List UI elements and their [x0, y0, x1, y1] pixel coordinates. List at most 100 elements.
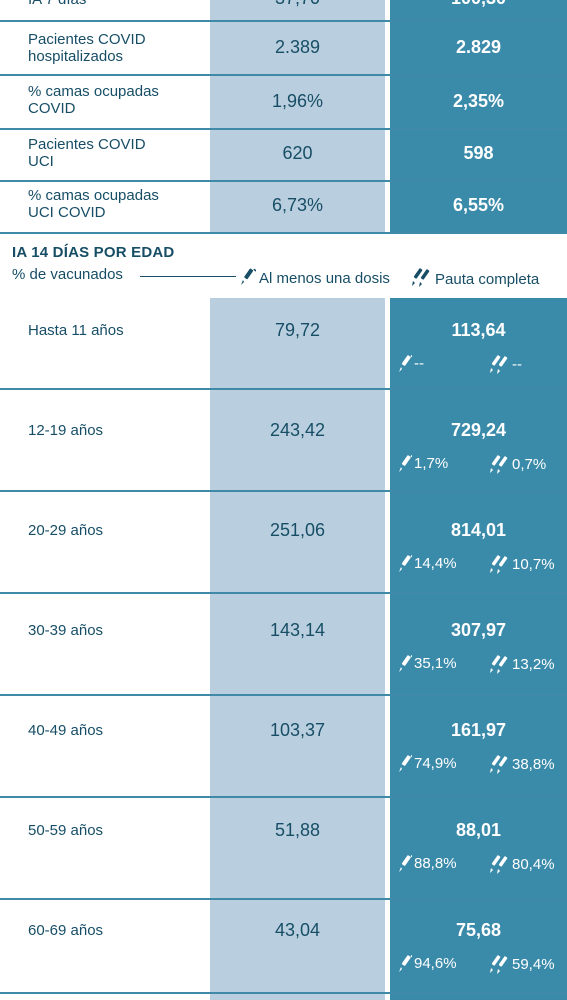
value-col1: 43,04	[274, 920, 321, 940]
table-row: 50-59 años 51,88 88,01 88,8% 80,4%	[0, 798, 567, 898]
value-col2: 2,35%	[452, 91, 505, 111]
full-dose-value: 13,2%	[490, 653, 555, 675]
syringe-icon	[399, 955, 412, 972]
row-label: Pacientes COVID UCI	[28, 136, 146, 170]
row-divider	[0, 180, 567, 182]
full-dose-text: 10,7%	[512, 555, 555, 573]
legend-one-dose: Al menos una dosis	[240, 266, 390, 290]
one-dose-label: Al menos una dosis	[259, 269, 390, 287]
row-divider	[0, 388, 567, 390]
row-divider	[0, 992, 567, 994]
full-dose-text: 38,8%	[512, 755, 555, 773]
value-col2: 814,01	[450, 520, 507, 540]
value-col1: 251,06	[269, 520, 326, 540]
row-divider	[0, 490, 567, 492]
row-divider	[0, 592, 567, 594]
table-row: IA 7 días 37,70 100,30	[0, 0, 567, 20]
vaccination-legend: % de vacunados Al menos una dosis Pauta …	[12, 266, 567, 288]
table-row: 12-19 años 243,42 729,24 1,7% 0,7%	[0, 390, 567, 490]
column-dark-top	[390, 0, 567, 232]
double-syringe-icon	[490, 955, 508, 974]
value-col2: 88,01	[455, 820, 502, 840]
value-col2: 2.829	[455, 37, 502, 57]
one-dose-text: 94,6%	[414, 954, 457, 972]
legend-divider-line	[140, 276, 236, 277]
table-row: 40-49 años 103,37 161,97 74,9% 38,8%	[0, 696, 567, 796]
one-dose-value: 94,6%	[398, 953, 457, 973]
row-label: IA 7 días	[28, 0, 86, 8]
age-label: 60-69 años	[28, 922, 104, 939]
syringe-icon	[399, 455, 412, 472]
one-dose-value: 14,4%	[398, 553, 457, 573]
syringe-icon	[399, 355, 412, 372]
table-row: 30-39 años 143,14 307,97 35,1% 13,2%	[0, 594, 567, 694]
full-dose-value: 38,8%	[490, 753, 555, 775]
full-dose-text: 80,4%	[512, 855, 555, 873]
table-row: % camas ocupadas COVID 1,96% 2,35%	[0, 76, 567, 128]
age-label: Hasta 11 años	[28, 322, 124, 339]
value-col2: 113,64	[451, 320, 506, 340]
table-row: % camas ocupadas UCI COVID 6,73% 6,55%	[0, 182, 567, 232]
row-label: % camas ocupadas UCI COVID	[28, 187, 159, 221]
row-divider	[0, 898, 567, 900]
value-col2: 75,68	[455, 920, 502, 940]
full-dose-value: --	[490, 353, 522, 375]
age-label: 12-19 años	[28, 422, 104, 439]
one-dose-value: 1,7%	[398, 453, 448, 473]
value-col2: 100,30	[390, 0, 567, 9]
double-syringe-icon	[412, 266, 432, 292]
double-syringe-icon	[490, 455, 508, 474]
column-light-age	[210, 298, 385, 1000]
row-divider	[0, 694, 567, 696]
one-dose-value: 88,8%	[398, 853, 457, 873]
column-light-top	[210, 0, 385, 232]
one-dose-value: 35,1%	[398, 653, 457, 673]
one-dose-value: 74,9%	[398, 753, 457, 773]
row-label: Pacientes COVID hospitalizados	[28, 31, 146, 65]
row-divider	[0, 796, 567, 798]
table-row: Pacientes COVID UCI 620 598	[0, 130, 567, 180]
full-dose-text: 0,7%	[512, 455, 547, 473]
double-syringe-icon	[490, 655, 508, 674]
column-dark-age	[390, 298, 567, 1000]
full-dose-value: 59,4%	[490, 953, 555, 975]
legend-full: Pauta completa	[412, 266, 539, 292]
one-dose-text: 35,1%	[414, 654, 457, 672]
full-dose-value: 10,7%	[490, 553, 555, 575]
age-label: 40-49 años	[28, 722, 104, 739]
double-syringe-icon	[490, 855, 508, 874]
value-col2: 307,97	[450, 620, 507, 640]
section-title: IA 14 DÍAS POR EDAD	[12, 244, 175, 261]
value-col2: 598	[463, 143, 494, 163]
value-col1: 51,88	[274, 820, 321, 840]
value-col2: 6,55%	[452, 195, 505, 215]
syringe-icon	[240, 266, 259, 290]
value-col1: 2.389	[274, 37, 321, 57]
syringe-icon	[399, 755, 412, 772]
value-col1: 79,72	[274, 320, 321, 340]
value-col1: 143,14	[269, 620, 326, 640]
age-label: 50-59 años	[28, 822, 104, 839]
value-col1: 620	[282, 143, 313, 163]
row-divider	[0, 128, 567, 130]
one-dose-text: 14,4%	[414, 554, 457, 572]
row-label: % camas ocupadas COVID	[28, 83, 159, 117]
value-col1: 37,70	[210, 0, 385, 9]
value-col1: 1,96%	[271, 91, 324, 111]
one-dose-text: 88,8%	[414, 854, 457, 872]
full-label: Pauta completa	[435, 270, 540, 288]
double-syringe-icon	[490, 755, 508, 774]
one-dose-value: --	[398, 353, 424, 373]
double-syringe-icon	[490, 555, 508, 574]
syringe-icon	[399, 655, 412, 672]
one-dose-text: --	[414, 354, 424, 372]
full-dose-text: 59,4%	[512, 955, 555, 973]
syringe-icon	[399, 855, 412, 872]
syringe-icon	[399, 555, 412, 572]
table-row: Pacientes COVID hospitalizados 2.389 2.8…	[0, 22, 567, 74]
value-col2: 729,24	[450, 420, 507, 440]
table-row: Hasta 11 años 79,72 113,64 -- --	[0, 298, 567, 388]
double-syringe-icon	[490, 355, 508, 374]
full-dose-text: --	[512, 355, 522, 373]
row-divider	[0, 20, 567, 22]
